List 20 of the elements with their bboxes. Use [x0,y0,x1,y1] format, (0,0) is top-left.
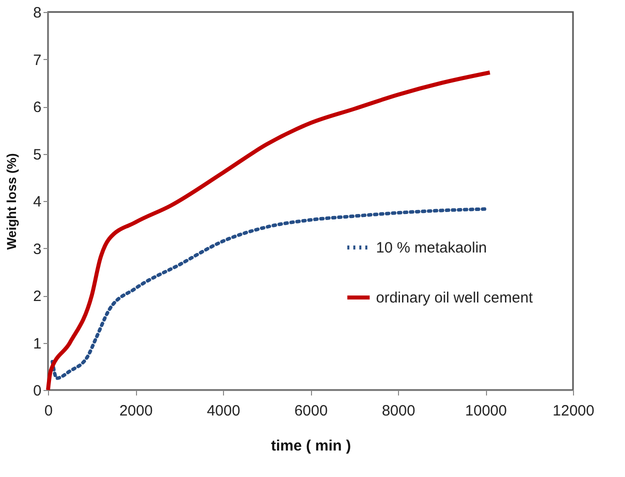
x-axis-title: time ( min ) [270,438,352,454]
x-tick-label: 8000 [382,402,416,420]
y-tick-label: 4 [33,194,42,210]
y-tick-label: 5 [33,146,42,164]
y-tick-label: 8 [33,4,42,22]
y-tick-label: 6 [33,99,42,116]
legend-label: ordinary oil well cement [376,290,534,306]
y-tick-label: 2 [33,288,42,305]
y-tick-label: 0 [33,382,42,400]
y-axis-title: Weight loss (%) [4,153,20,250]
y-tick-label: 7 [33,52,42,69]
x-tick-label: 10000 [465,402,507,420]
y-tick-label: 3 [33,240,42,258]
x-tick-label: 0 [44,402,53,420]
x-tick-label: 2000 [119,402,153,420]
x-tick-label: 4000 [206,402,240,420]
x-tick-label: 6000 [294,402,328,420]
legend-label: 10 % metakaolin [376,240,487,256]
x-tick-label: 12000 [552,402,594,420]
y-tick-label: 1 [33,335,42,352]
